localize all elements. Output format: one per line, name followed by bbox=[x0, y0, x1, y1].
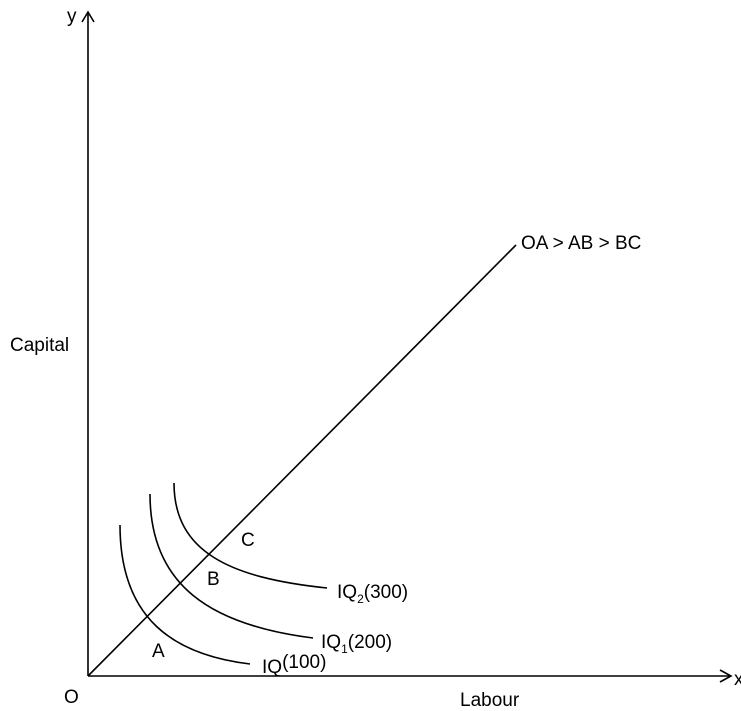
point-c-label: C bbox=[241, 530, 255, 551]
isoquant-label-200: IQ1(200) bbox=[321, 632, 392, 656]
expansion-path-annotation: OA > AB > BC bbox=[521, 233, 641, 254]
point-a-label: A bbox=[152, 641, 165, 662]
y-axis-arrow bbox=[81, 10, 95, 23]
x-axis-letter: x bbox=[734, 669, 741, 690]
isoquant-curve-100 bbox=[119, 524, 251, 665]
expansion-path bbox=[87, 244, 517, 677]
x-axis-arrow bbox=[719, 669, 733, 683]
isoquant-label-300: IQ2(300) bbox=[337, 582, 408, 606]
point-b-label: B bbox=[207, 569, 220, 590]
isoquant-curve-300 bbox=[173, 482, 328, 589]
isoquant-label-100: IQ(100) bbox=[262, 652, 326, 678]
y-axis-letter: y bbox=[67, 6, 77, 27]
y-axis-label: Capital bbox=[10, 335, 69, 356]
x-axis-label: Labour bbox=[460, 690, 520, 711]
origin-label: O bbox=[64, 687, 79, 708]
isoquant-curve-200 bbox=[149, 493, 314, 639]
